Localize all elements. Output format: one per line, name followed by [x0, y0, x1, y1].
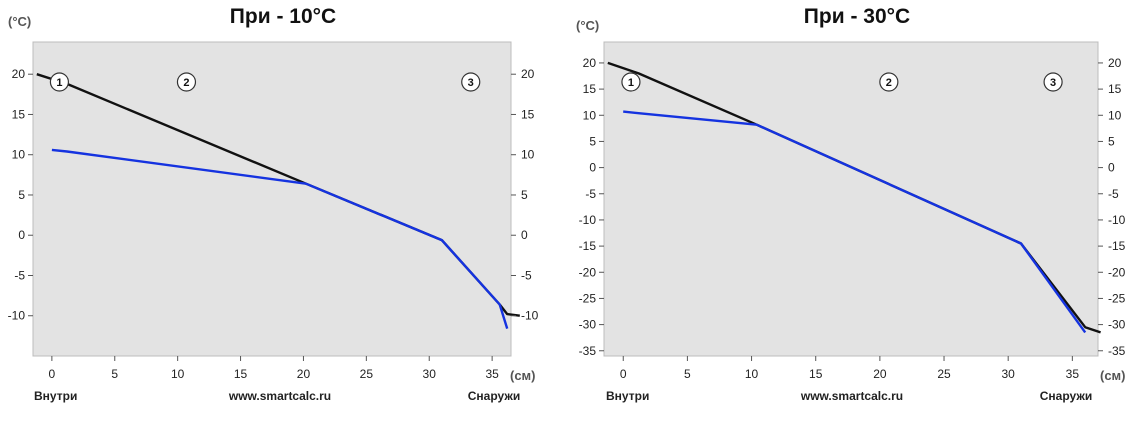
chart-1-x-tick-label: 30	[423, 367, 437, 381]
chart-2-badge-3: 3	[1043, 72, 1063, 92]
chart-1-y-unit: (°C)	[8, 14, 31, 29]
chart-2-y-tick-label-right: 15	[1108, 82, 1122, 96]
chart-2-x-tick-label: 35	[1066, 367, 1080, 381]
chart-2-y-tick-label-right: -30	[1108, 318, 1126, 332]
chart-1-badge-circle	[49, 72, 70, 92]
chart-1-title: При - 10°C	[230, 5, 336, 28]
chart-1-badge-circle	[176, 72, 197, 92]
chart-1-y-tick-label-right: -5	[521, 268, 532, 282]
chart-1-watermark: www.smartcalc.ru	[228, 389, 331, 403]
chart-1-y-tick-label-right: 20	[521, 67, 535, 81]
chart-1-x-tick-label: 0	[49, 367, 56, 381]
chart-2-y-tick-label-left: 15	[583, 82, 597, 96]
chart-2-y-unit: (°C)	[576, 18, 599, 33]
chart-1-plot-area	[32, 41, 512, 357]
chart-2-series	[607, 61, 1101, 334]
chart-2-y-tick-label-left: 0	[589, 161, 596, 175]
chart-1-x-tick-label: 25	[360, 367, 374, 381]
chart-2-y-tick-label-left: -20	[579, 265, 597, 279]
chart-2-y-tick-label-right: -20	[1108, 265, 1126, 279]
chart-2-badge-2: 2	[879, 72, 899, 92]
chart-2-x-tick-label: 10	[745, 367, 759, 381]
chart-2-y-tick-label-left: -35	[579, 344, 597, 358]
chart-2-axes	[603, 41, 1099, 357]
chart-2-badge-label: 1	[628, 77, 634, 89]
chart-2-title: При - 30°C	[804, 5, 910, 28]
chart-2-y-tick-label-left: -10	[579, 213, 597, 227]
chart-2-y-tick-label-right: 10	[1108, 108, 1122, 122]
chart-2-y-tick-label-left: -5	[585, 187, 596, 201]
chart-2-y-tick-label-right: -35	[1108, 344, 1126, 358]
chart-1-outside-label: Снаружи	[468, 389, 520, 403]
chart-2-watermark: www.smartcalc.ru	[800, 389, 903, 403]
chart-1-badge-label: 2	[183, 77, 189, 89]
chart-1-x-tick-label: 35	[485, 367, 499, 381]
chart-2-x-tick-label: 5	[684, 367, 691, 381]
chart-1-axes	[32, 41, 512, 357]
chart-1-y-tick-label-left: 0	[18, 228, 25, 242]
chart-2-inside-label: Внутри	[606, 389, 649, 403]
chart-1-series-line-2	[51, 148, 509, 329]
chart-1-y-tick-label-left: 20	[12, 67, 26, 81]
chart-1-inside-label: Внутри	[34, 389, 77, 403]
chart-1-badge-label: 1	[56, 77, 62, 89]
chart-2-x-tick-label: 0	[620, 367, 627, 381]
chart-1-badge-label: 3	[468, 77, 474, 89]
chart-2-y-tick-label-left: -15	[579, 239, 597, 253]
chart-1-y-tick-label-left: -5	[14, 268, 25, 282]
chart-1-y-tick-label-left: 15	[12, 107, 26, 121]
chart-2-y-tick-label-left: -25	[579, 291, 597, 305]
chart-2-x-tick-label: 25	[937, 367, 951, 381]
chart-1-badge-1: 1	[49, 72, 70, 92]
chart-1-y-tick-label-right: -10	[521, 309, 539, 323]
chart-1-y-tick-label-right: 10	[521, 148, 535, 162]
chart-2-y-tick-label-left: 20	[583, 56, 597, 70]
chart-1-x-unit: (см)	[510, 368, 536, 383]
chart-2-y-tick-label-left: -30	[579, 318, 597, 332]
chart-2-badge-circle	[879, 72, 899, 92]
chart-1-y-tick-label-left: -10	[8, 309, 26, 323]
chart-2-plot-area	[603, 41, 1099, 357]
chart-2: При - 30°C (°C) (см) Внутри www.smartcal…	[576, 5, 1126, 403]
chart-2-y-tick-label-left: 10	[583, 108, 597, 122]
chart-1-y-tick-label-left: 5	[18, 188, 25, 202]
chart-2-x-tick-label: 30	[1002, 367, 1016, 381]
chart-2-ticks: 0 5 10 15 20 25 30 35 20 20 15 15 10 10 5 5 0 0 -5 -5 -10 -10…	[579, 56, 1126, 381]
chart-2-badge-circle	[1043, 72, 1063, 92]
chart-1-x-tick-label: 5	[111, 367, 118, 381]
chart-1-x-tick-label: 15	[234, 367, 248, 381]
chart-1-x-tick-label: 20	[297, 367, 311, 381]
chart-2-y-tick-label-right: 0	[1108, 161, 1115, 175]
chart-1: При - 10°C (°C) (см) Внутри www.smartcal…	[8, 5, 539, 403]
chart-2-y-tick-label-right: 5	[1108, 134, 1115, 148]
chart-1-layer-badges: 1 2 3	[49, 72, 481, 92]
chart-2-x-unit: (см)	[1100, 368, 1126, 383]
chart-2-y-tick-label-right: -25	[1108, 291, 1126, 305]
chart-1-badge-2: 2	[176, 72, 197, 92]
chart-1-y-tick-label-right: 5	[521, 188, 528, 202]
chart-1-badge-3: 3	[461, 72, 481, 92]
chart-2-y-tick-label-right: -15	[1108, 239, 1126, 253]
chart-2-y-tick-label-right: -5	[1108, 187, 1119, 201]
chart-2-y-tick-label-left: 5	[589, 134, 596, 148]
chart-2-badge-1: 1	[621, 72, 641, 92]
chart-1-ticks: 0 5 10 15 20 25 30 35 20 20 15 15 10 10 5 5 0 0 -5 -5 -10 -10	[8, 67, 539, 381]
chart-1-y-tick-label-right: 0	[521, 228, 528, 242]
chart-2-badge-label: 2	[886, 77, 892, 89]
chart-2-series-line-2	[623, 110, 1087, 334]
chart-1-badge-circle	[461, 72, 481, 92]
chart-1-y-tick-label-right: 15	[521, 107, 535, 121]
chart-2-y-tick-label-right: 20	[1108, 56, 1122, 70]
chart-2-badge-label: 3	[1050, 77, 1056, 89]
chart-2-y-tick-label-right: -10	[1108, 213, 1126, 227]
chart-1-x-tick-label: 10	[171, 367, 185, 381]
chart-2-layer-badges: 1 2 3	[621, 72, 1063, 92]
chart-2-x-tick-label: 20	[873, 367, 887, 381]
chart-2-outside-label: Снаружи	[1040, 389, 1092, 403]
chart-1-y-tick-label-left: 10	[12, 148, 26, 162]
chart-2-x-tick-label: 15	[809, 367, 823, 381]
chart-2-badge-circle	[621, 72, 641, 92]
